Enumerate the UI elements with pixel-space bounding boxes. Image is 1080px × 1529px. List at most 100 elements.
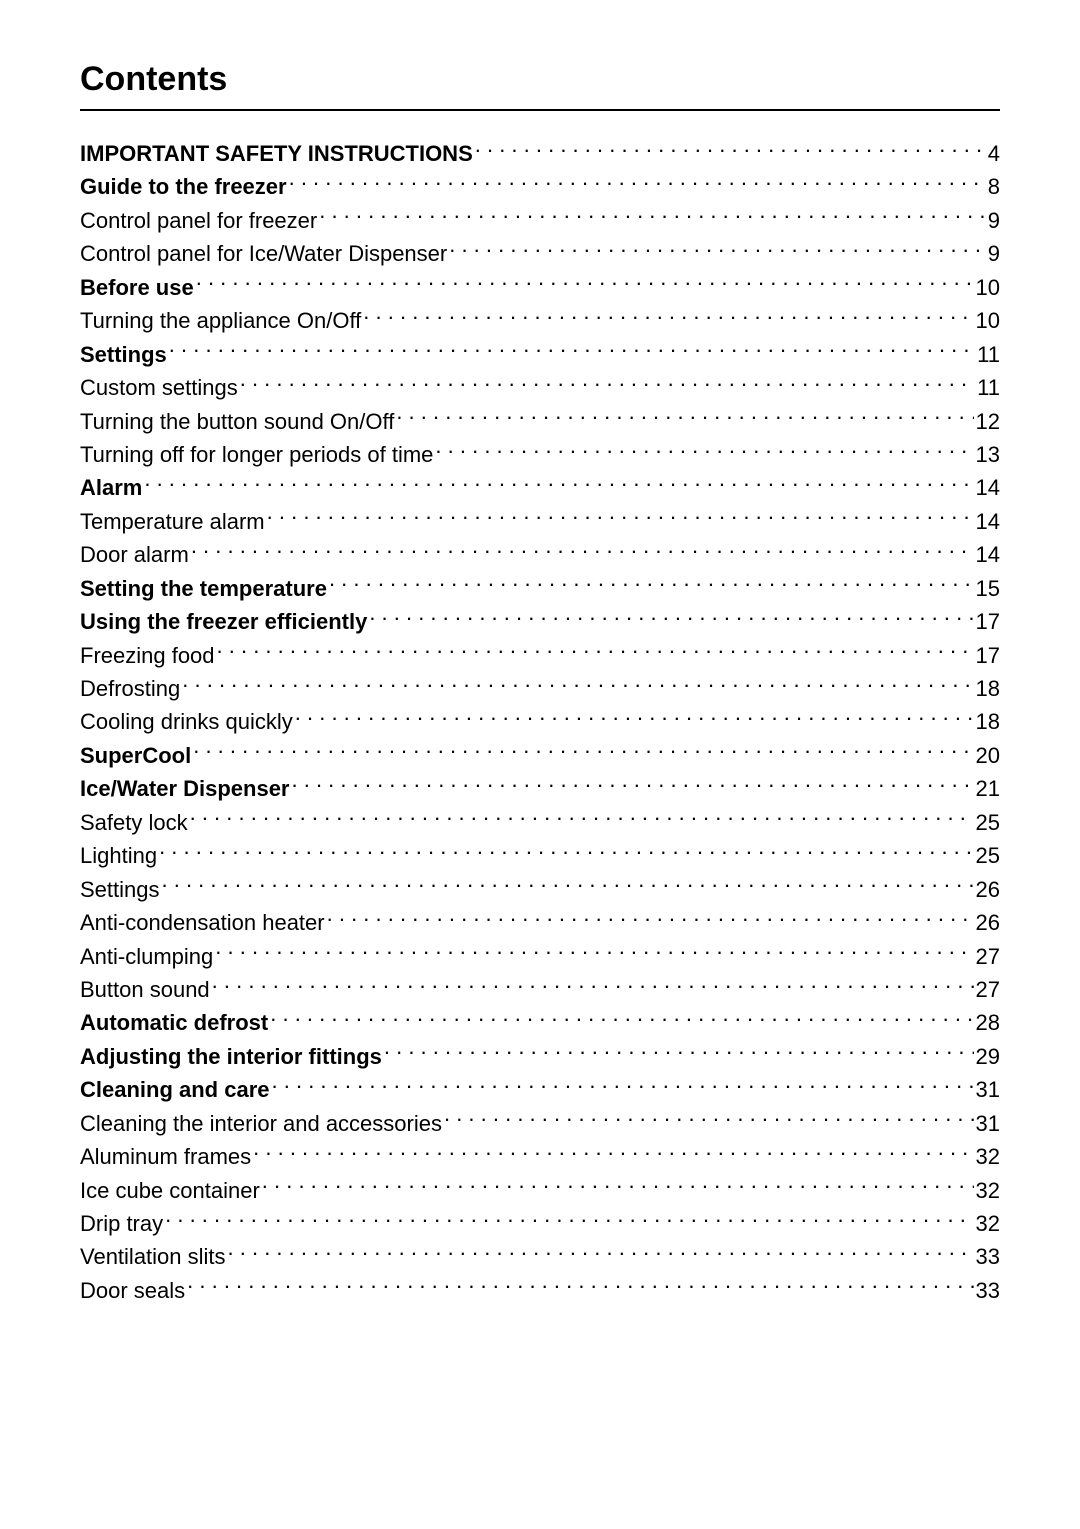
toc-entry: Custom settings 11 [80, 371, 1000, 404]
toc-leader-dots [144, 473, 973, 495]
toc-leader-dots [272, 1075, 974, 1097]
toc-entry-label: Ventilation slits [80, 1240, 226, 1273]
toc-leader-dots [191, 540, 974, 562]
toc-entry: Turning the appliance On/Off 10 [80, 304, 1000, 337]
toc-entry-label: Automatic defrost [80, 1006, 268, 1039]
toc-entry: Settings26 [80, 873, 1000, 906]
toc-entry-page: 8 [988, 170, 1000, 203]
toc-entry-label: Cleaning the interior and accessories [80, 1107, 442, 1140]
toc-leader-dots [384, 1042, 974, 1064]
toc-leader-dots [369, 607, 973, 629]
toc-entry-label: Turning the button sound On/Off [80, 405, 394, 438]
contents-heading: Contents [80, 60, 1000, 99]
toc-entry: Before use10 [80, 271, 1000, 304]
toc-leader-dots [182, 674, 973, 696]
toc-entry: Aluminum frames32 [80, 1140, 1000, 1173]
heading-underline [80, 109, 1000, 111]
toc-entry-label: Lighting [80, 839, 157, 872]
toc-entry: Temperature alarm14 [80, 505, 1000, 538]
toc-entry-page: 14 [976, 471, 1000, 504]
toc-entry: Alarm 14 [80, 471, 1000, 504]
toc-leader-dots [212, 975, 974, 997]
toc-entry-label: Drip tray [80, 1207, 163, 1240]
toc-entry: IMPORTANT SAFETY INSTRUCTIONS4 [80, 137, 1000, 170]
toc-entry: Control panel for Ice/Water Dispenser9 [80, 237, 1000, 270]
toc-entry: Settings11 [80, 338, 1000, 371]
toc-entry-label: Cooling drinks quickly [80, 705, 293, 738]
toc-entry-label: Before use [80, 271, 194, 304]
toc-entry-label: Alarm [80, 471, 142, 504]
toc-leader-dots [262, 1176, 974, 1198]
toc-entry-page: 18 [976, 672, 1000, 705]
toc-leader-dots [159, 841, 973, 863]
toc-entry-page: 20 [976, 739, 1000, 772]
toc-entry-label: Temperature alarm [80, 505, 265, 538]
toc-entry: Ice/Water Dispenser 21 [80, 772, 1000, 805]
toc-leader-dots [267, 507, 974, 529]
toc-entry: Safety lock 25 [80, 806, 1000, 839]
toc-entry-page: 31 [976, 1107, 1000, 1140]
toc-entry-page: 32 [976, 1174, 1000, 1207]
toc-entry-label: Control panel for freezer [80, 204, 317, 237]
toc-entry: Anti-condensation heater26 [80, 906, 1000, 939]
toc-leader-dots [165, 1209, 973, 1231]
toc-entry-label: Door alarm [80, 538, 189, 571]
toc-entry-label: Safety lock [80, 806, 188, 839]
toc-leader-dots [162, 875, 974, 897]
toc-leader-dots [193, 741, 973, 763]
toc-entry-page: 9 [988, 204, 1000, 237]
toc-entry-label: Anti-clumping [80, 940, 213, 973]
toc-entry-page: 18 [976, 705, 1000, 738]
toc-entry-page: 21 [976, 772, 1000, 805]
toc-entry-page: 11 [977, 371, 1000, 404]
toc-entry: Door alarm14 [80, 538, 1000, 571]
toc-entry-page: 25 [976, 839, 1000, 872]
toc-leader-dots [319, 206, 986, 228]
toc-entry-page: 10 [976, 304, 1000, 337]
toc-entry-page: 17 [976, 605, 1000, 638]
toc-entry-label: Settings [80, 873, 160, 906]
table-of-contents: IMPORTANT SAFETY INSTRUCTIONS4Guide to t… [80, 137, 1000, 1307]
toc-entry: Control panel for freezer 9 [80, 204, 1000, 237]
toc-entry: Defrosting18 [80, 672, 1000, 705]
toc-entry-page: 29 [976, 1040, 1000, 1073]
toc-entry-page: 31 [976, 1073, 1000, 1106]
toc-entry-page: 32 [976, 1207, 1000, 1240]
toc-leader-dots [289, 172, 986, 194]
toc-entry-label: Door seals [80, 1274, 185, 1307]
toc-entry: Cleaning the interior and accessories 31 [80, 1107, 1000, 1140]
toc-entry-label: Ice/Water Dispenser [80, 772, 290, 805]
toc-leader-dots [475, 139, 986, 161]
toc-leader-dots [295, 707, 974, 729]
toc-leader-dots [187, 1276, 973, 1298]
toc-leader-dots [444, 1109, 974, 1131]
toc-leader-dots [190, 808, 974, 830]
toc-entry-label: Custom settings [80, 371, 238, 404]
toc-entry-label: Turning the appliance On/Off [80, 304, 361, 337]
toc-entry: Anti-clumping 27 [80, 940, 1000, 973]
toc-entry-label: Button sound [80, 973, 210, 1006]
toc-leader-dots [363, 306, 973, 328]
toc-leader-dots [327, 908, 974, 930]
toc-entry: Automatic defrost 28 [80, 1006, 1000, 1039]
toc-entry-label: Settings [80, 338, 167, 371]
toc-entry-page: 32 [976, 1140, 1000, 1173]
toc-entry-label: Turning off for longer periods of time [80, 438, 433, 471]
toc-entry-page: 25 [976, 806, 1000, 839]
toc-entry-label: Using the freezer efficiently [80, 605, 367, 638]
toc-leader-dots [253, 1142, 973, 1164]
toc-entry: Door seals33 [80, 1274, 1000, 1307]
toc-leader-dots [449, 239, 986, 261]
toc-entry-page: 12 [976, 405, 1000, 438]
toc-entry-page: 9 [988, 237, 1000, 270]
toc-entry: SuperCool20 [80, 739, 1000, 772]
toc-entry: Turning the button sound On/Off 12 [80, 405, 1000, 438]
toc-leader-dots [228, 1242, 974, 1264]
toc-entry: Freezing food17 [80, 639, 1000, 672]
toc-entry-page: 27 [976, 940, 1000, 973]
toc-entry-page: 28 [976, 1006, 1000, 1039]
toc-entry: Setting the temperature15 [80, 572, 1000, 605]
toc-leader-dots [435, 440, 973, 462]
toc-leader-dots [292, 774, 974, 796]
toc-entry-label: Ice cube container [80, 1174, 260, 1207]
